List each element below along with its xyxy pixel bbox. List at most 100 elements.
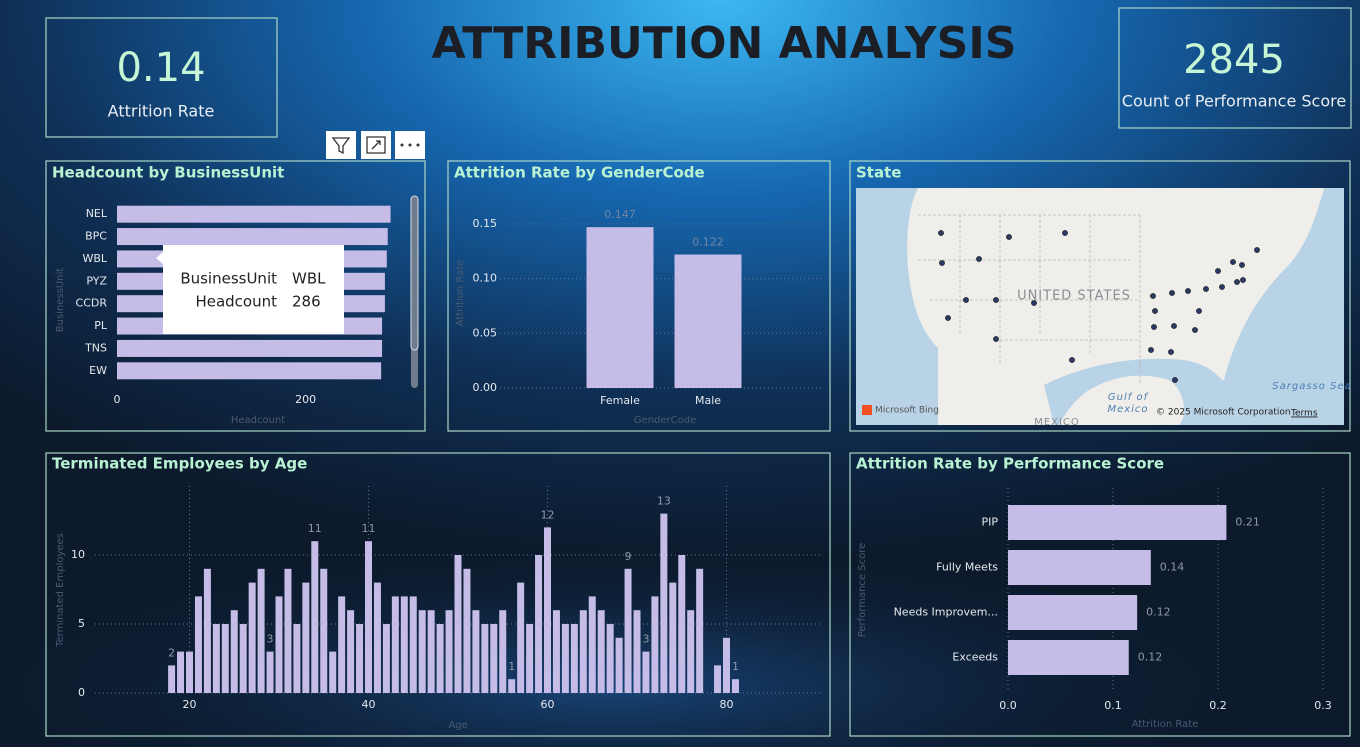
map-point	[1006, 234, 1012, 240]
x-tick-label: 0.2	[1209, 699, 1227, 712]
bar	[606, 624, 614, 693]
x-axis-title: GenderCode	[634, 415, 696, 426]
map-point	[1230, 259, 1236, 265]
bar	[1008, 640, 1129, 675]
y-tick-label: 0.05	[473, 326, 498, 339]
scrollbar[interactable]	[411, 196, 418, 388]
y-axis-title: BusinessUnit	[55, 268, 66, 333]
map-label: Sargasso Sea	[1272, 381, 1351, 392]
value-label: 0.12	[1146, 606, 1171, 619]
bar	[674, 254, 742, 388]
y-tick-label: NEL	[86, 207, 108, 220]
map-point	[1234, 279, 1240, 285]
value-label: 0.122	[692, 236, 724, 249]
bar	[320, 568, 328, 693]
y-tick-label: TNS	[84, 341, 107, 354]
bar	[696, 568, 704, 693]
map-point	[1240, 277, 1246, 283]
bar	[490, 624, 498, 693]
value-label: 0.14	[1160, 561, 1185, 574]
bar	[586, 227, 654, 388]
chart-panel	[45, 452, 831, 737]
x-tick-label: 0.0	[999, 699, 1017, 712]
x-tick-label: 20	[183, 698, 197, 711]
bar	[544, 527, 551, 693]
bar	[454, 555, 462, 693]
tooltip-value: 286	[292, 293, 321, 311]
bar	[275, 596, 283, 693]
bar	[1008, 505, 1227, 540]
y-tick-label: PL	[94, 319, 108, 332]
bar	[311, 541, 319, 693]
value-label: 11	[308, 522, 322, 535]
bar	[177, 651, 185, 693]
bar	[257, 568, 265, 693]
bar	[508, 679, 516, 693]
bar	[445, 610, 453, 693]
bar	[660, 513, 668, 693]
y-tick-label: 0.15	[473, 217, 498, 230]
map-point	[1172, 377, 1178, 383]
bar	[570, 624, 578, 693]
bar	[615, 637, 623, 693]
bar	[687, 610, 695, 693]
y-tick-label: BPC	[85, 230, 107, 243]
tooltip-value: WBL	[292, 270, 326, 288]
map-point	[1148, 347, 1154, 353]
map-point	[1062, 230, 1068, 236]
bar	[266, 651, 274, 693]
map-point	[1239, 262, 1245, 268]
y-axis-title: Attrition Rate	[455, 260, 466, 327]
focus-icon	[366, 136, 386, 154]
bar	[597, 610, 605, 693]
value-label: 1	[508, 660, 515, 673]
map-label: MEXICO	[1034, 417, 1080, 428]
map-point	[1196, 308, 1202, 314]
bar	[427, 610, 435, 693]
bar	[588, 596, 596, 693]
map-point	[1168, 349, 1174, 355]
x-tick-label: 40	[362, 698, 376, 711]
y-tick-label: 10	[71, 548, 85, 561]
more-icon	[400, 143, 420, 147]
bar	[203, 568, 211, 693]
value-label: 0.21	[1235, 516, 1260, 529]
y-tick-label: PYZ	[86, 274, 107, 287]
map-point	[1069, 357, 1075, 363]
map-label: Gulf of	[1108, 392, 1149, 403]
map-label: Mexico	[1107, 404, 1148, 415]
x-tick-label: Female	[600, 394, 640, 407]
bar	[678, 555, 686, 693]
map-point	[1192, 327, 1198, 333]
y-tick-label: 0.10	[473, 272, 498, 285]
bar	[194, 596, 202, 693]
filter-icon	[331, 137, 351, 155]
scrollbar-thumb[interactable]	[410, 195, 419, 351]
filter-button[interactable]	[326, 131, 356, 159]
x-tick-label: 0.1	[1104, 699, 1122, 712]
bar	[329, 651, 337, 693]
map-point	[945, 315, 951, 321]
value-label: 12	[541, 508, 555, 521]
value-label: 0.12	[1138, 651, 1163, 664]
kpi-label: Count of Performance Score	[1122, 92, 1346, 111]
bar	[624, 568, 632, 693]
map-point	[993, 336, 999, 342]
map-water	[856, 188, 938, 425]
bar	[579, 610, 587, 693]
y-tick-label: PIP	[981, 516, 998, 529]
y-tick-label: 5	[78, 617, 85, 630]
panel-title: Attrition Rate by Performance Score	[856, 455, 1164, 473]
chart-panel	[849, 452, 1351, 737]
map-point	[1185, 288, 1191, 294]
bar	[293, 624, 301, 693]
y-axis-title: Terminated Employees	[55, 533, 66, 648]
y-tick-label: 0.00	[473, 381, 498, 394]
bar	[436, 624, 444, 693]
chart-panel	[45, 160, 426, 432]
y-tick-label: Needs Improvem...	[894, 606, 998, 619]
x-tick-label: 0	[114, 393, 121, 406]
bar	[117, 205, 391, 223]
map-point	[938, 230, 944, 236]
